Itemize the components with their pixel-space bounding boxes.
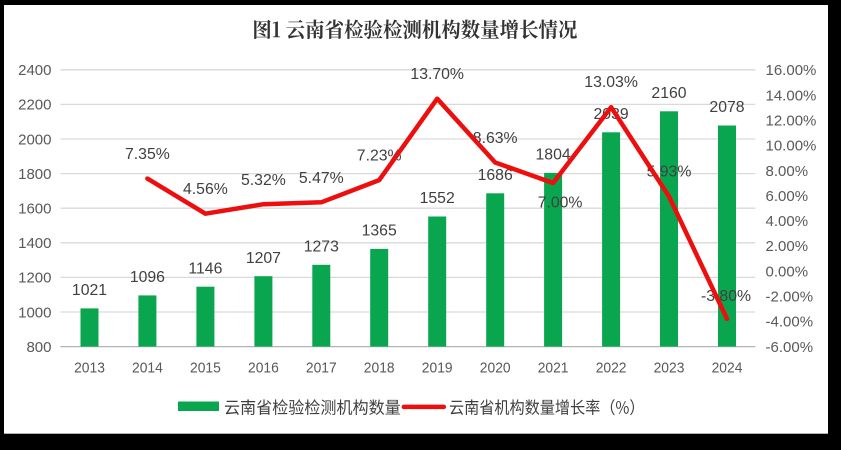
svg-text:1686: 1686 xyxy=(478,167,513,184)
svg-text:2000: 2000 xyxy=(18,131,51,148)
svg-text:2019: 2019 xyxy=(422,360,453,377)
svg-text:2014: 2014 xyxy=(132,360,163,377)
svg-text:-4.00%: -4.00% xyxy=(766,314,814,331)
svg-text:1552: 1552 xyxy=(420,190,455,207)
svg-text:-3.80%: -3.80% xyxy=(701,288,751,305)
svg-text:2015: 2015 xyxy=(190,360,221,377)
svg-text:-6.00%: -6.00% xyxy=(766,339,814,356)
svg-text:4.56%: 4.56% xyxy=(183,181,228,198)
svg-text:2.00%: 2.00% xyxy=(766,238,809,255)
svg-text:13.70%: 13.70% xyxy=(410,66,464,83)
svg-text:5.47%: 5.47% xyxy=(299,170,344,187)
svg-text:8.63%: 8.63% xyxy=(473,130,518,147)
svg-text:2160: 2160 xyxy=(651,85,686,102)
svg-text:1207: 1207 xyxy=(246,250,281,267)
svg-text:2078: 2078 xyxy=(709,99,744,116)
svg-text:5.32%: 5.32% xyxy=(241,172,286,189)
svg-text:12.00%: 12.00% xyxy=(766,112,817,129)
svg-text:1800: 1800 xyxy=(18,166,51,183)
svg-text:1365: 1365 xyxy=(362,223,397,240)
svg-text:1273: 1273 xyxy=(304,238,339,255)
svg-text:13.03%: 13.03% xyxy=(584,74,638,91)
svg-text:2022: 2022 xyxy=(596,360,627,377)
svg-text:-2.00%: -2.00% xyxy=(766,289,814,306)
svg-text:8.00%: 8.00% xyxy=(766,163,809,180)
svg-text:6.00%: 6.00% xyxy=(766,188,809,205)
svg-text:2021: 2021 xyxy=(538,360,569,377)
svg-text:2013: 2013 xyxy=(74,360,105,377)
svg-text:1146: 1146 xyxy=(188,260,222,277)
svg-text:4.00%: 4.00% xyxy=(766,213,809,230)
svg-text:1400: 1400 xyxy=(18,235,51,252)
svg-text:2024: 2024 xyxy=(712,360,743,377)
svg-text:7.23%: 7.23% xyxy=(357,148,402,165)
svg-text:10.00%: 10.00% xyxy=(766,138,817,155)
svg-text:0.00%: 0.00% xyxy=(766,263,809,280)
svg-text:2200: 2200 xyxy=(18,97,51,114)
svg-text:1096: 1096 xyxy=(130,269,165,286)
svg-text:1000: 1000 xyxy=(18,304,51,321)
svg-text:1804: 1804 xyxy=(536,147,571,164)
svg-text:2018: 2018 xyxy=(364,360,395,377)
svg-text:1021: 1021 xyxy=(72,282,107,299)
svg-text:7.00%: 7.00% xyxy=(538,194,583,211)
svg-text:7.35%: 7.35% xyxy=(125,146,170,163)
svg-text:2400: 2400 xyxy=(18,62,51,79)
svg-text:14.00%: 14.00% xyxy=(766,87,817,104)
svg-text:2020: 2020 xyxy=(480,360,511,377)
svg-text:1600: 1600 xyxy=(18,201,51,218)
svg-text:800: 800 xyxy=(26,339,51,356)
svg-text:1200: 1200 xyxy=(18,270,51,287)
svg-text:2023: 2023 xyxy=(654,360,685,377)
svg-text:16.00%: 16.00% xyxy=(766,62,817,79)
svg-text:2017: 2017 xyxy=(306,360,337,377)
svg-text:2016: 2016 xyxy=(248,360,279,377)
